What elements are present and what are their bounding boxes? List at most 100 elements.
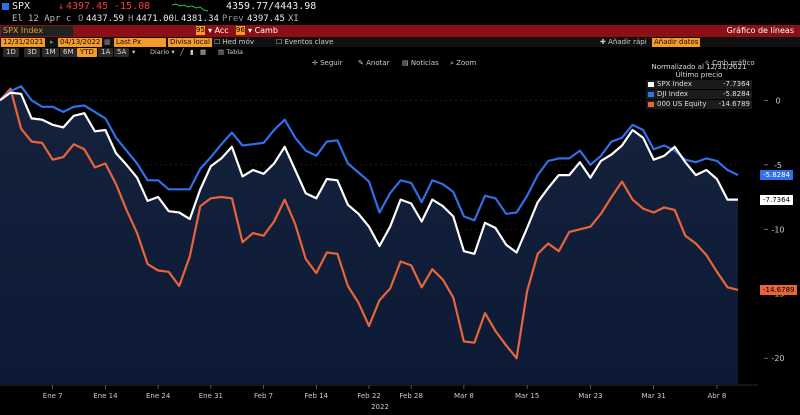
open-value: 4437.59 [86, 14, 124, 24]
x-tick-label: Feb 7 [254, 392, 273, 400]
chart-toolbar: ✛ Seguir ✎ Anotar ▤ Noticias ⌕ Zoom ✧ Cm… [312, 59, 755, 67]
legend-item-000[interactable]: 000 US Equity -14.6789 [646, 100, 752, 109]
function-bar: SPX Index 95 ▾ Acc 96 ▾ Camb Gráfico de … [0, 25, 800, 37]
bar-chart-icon[interactable]: ▮ [190, 48, 194, 56]
x-tick-label: Ene 24 [146, 392, 171, 400]
period-1m[interactable]: 1M [42, 48, 59, 57]
legend-item-dji[interactable]: DJI Index -5.8284 [646, 90, 752, 99]
legend-header: Normalizado al 12/31/2021 [651, 63, 747, 71]
legend-name: 000 US Equity [657, 100, 707, 108]
start-date-input[interactable]: 12/31/2021 [1, 38, 46, 47]
period-ytd[interactable]: YTD [77, 48, 97, 57]
exchange-code: XI [288, 14, 299, 24]
add-quick-button[interactable]: ✚ Añadir rápi [600, 37, 647, 47]
x-tick-label: Abr 8 [708, 392, 727, 400]
page-title: Gráfico de líneas [726, 26, 794, 35]
add-data-input[interactable]: Añadir datos [652, 38, 700, 47]
high-label: H [128, 14, 134, 24]
x-tick-label: Mar 23 [578, 392, 602, 400]
date-separator: ▸ [50, 38, 54, 46]
add-quick-label: Añadir rápi [608, 38, 647, 46]
quote-date: 12 Apr c [28, 14, 72, 24]
arrow-down-icon: ↓ [58, 1, 65, 12]
period-1a[interactable]: 1A [98, 48, 114, 57]
x-tick-label: Ene 31 [199, 392, 223, 400]
period-1d[interactable]: 1D [3, 48, 19, 57]
menu-camb[interactable]: ▾ Camb [248, 25, 278, 37]
year-label: 2022 [371, 403, 389, 411]
period-3d[interactable]: 3D [24, 48, 40, 57]
x-tick-label: Mar 8 [454, 392, 474, 400]
area-fill [0, 92, 738, 384]
prev-label: Prev [222, 14, 244, 24]
last-value-badge: -5.8284 [760, 170, 794, 181]
menu-number-icon[interactable]: 95 [196, 26, 205, 35]
legend-name: DJI Index [657, 90, 689, 98]
checkbox-icon: ☐ [276, 38, 283, 46]
grid-icon[interactable]: ▦ [200, 48, 207, 56]
y-tick-label: -20 [771, 354, 784, 363]
high-value: 4471.00 [136, 14, 174, 24]
checkbox-icon: ☐ [214, 38, 221, 46]
sparkline-icon [172, 3, 209, 12]
calendar-icon[interactable]: ▦ [104, 38, 111, 46]
legend-name: SPX Index [657, 80, 692, 88]
annotate-button[interactable]: ✎ Anotar [358, 59, 390, 67]
more-icon[interactable]: ▾ [132, 48, 136, 56]
currency-select[interactable]: Divisa local [168, 38, 212, 47]
ticker-color-icon [2, 3, 9, 10]
period-6m[interactable]: 6M [60, 48, 77, 57]
swatch-icon [648, 82, 654, 87]
y-tick-label: -5 [774, 161, 782, 170]
table-icon: ▤ [218, 48, 225, 56]
line-chart-icon[interactable]: ╱ [180, 48, 184, 56]
legend-value: -14.6789 [718, 100, 750, 108]
events-label: Eventos clave [284, 38, 334, 46]
dropdown-arrow-icon: ▾ [208, 26, 213, 35]
events-toggle[interactable]: ☐ Eventos clave [276, 37, 333, 47]
zoom-button[interactable]: ⌕ Zoom [450, 59, 477, 67]
frequency-label: Diario [150, 48, 170, 56]
last-price: 4397.45 [66, 1, 109, 12]
menu-number-icon-2[interactable]: 96 [236, 26, 245, 35]
menu-acc-label: Acc [214, 26, 229, 35]
legend: Normalizado al 12/31/2021 Último precio … [646, 63, 752, 109]
quote-bar: SPX ↓ 4397.45 -15.08 4359.77/4443.98 [0, 0, 800, 13]
menu-acc[interactable]: ▾ Acc [208, 25, 229, 37]
x-tick-label: Feb 14 [305, 392, 329, 400]
chart-options-button[interactable]: ✧ Cmb.gráfico [704, 59, 755, 67]
legend-value: -7.7364 [722, 80, 750, 88]
prev-value: 4397.45 [247, 14, 285, 24]
frequency-select[interactable]: Diario ▾ [150, 48, 175, 56]
dropdown-arrow-icon: ▾ [248, 26, 253, 35]
swatch-icon [648, 102, 654, 107]
table-label: Tabla [226, 48, 244, 56]
x-tick-label: Mar 15 [515, 392, 539, 400]
legend-item-spx[interactable]: SPX Index -7.7364 [646, 80, 752, 89]
end-date-input[interactable]: 04/13/2022 [58, 38, 103, 47]
exchange-prefix: El [12, 14, 23, 24]
period-5a[interactable]: 5A [114, 48, 130, 57]
series-line-000-us-equity[interactable] [0, 87, 739, 360]
plus-icon: ✚ [600, 38, 606, 46]
ticker[interactable]: SPX [12, 1, 31, 12]
last-value-badge: -7.7364 [760, 194, 794, 205]
news-button[interactable]: ▤ Noticias [402, 59, 439, 67]
series-line-spx-index[interactable] [0, 91, 738, 255]
moving-avg-toggle[interactable]: ☐ Hed móv [214, 37, 254, 47]
price-change: -15.08 [114, 1, 151, 12]
table-button[interactable]: ▤ Tabla [218, 47, 243, 57]
day-range: 4359.77/4443.98 [226, 1, 317, 12]
date-toolbar: 12/31/2021 ▸ 04/13/2022 ▦ Last Px Divisa… [0, 37, 800, 47]
legend-subheader: Último precio [675, 71, 723, 79]
y-tick-label: -10 [771, 225, 784, 234]
series-line-dji-index[interactable] [0, 85, 739, 222]
follow-button[interactable]: ✛ Seguir [312, 59, 343, 67]
x-tick-label: Ene 7 [43, 392, 63, 400]
field-select[interactable]: Last Px [114, 38, 166, 47]
last-value-badge: -14.6789 [760, 284, 798, 295]
moving-avg-label: Hed móv [222, 38, 254, 46]
security-field[interactable]: SPX Index [1, 26, 73, 36]
